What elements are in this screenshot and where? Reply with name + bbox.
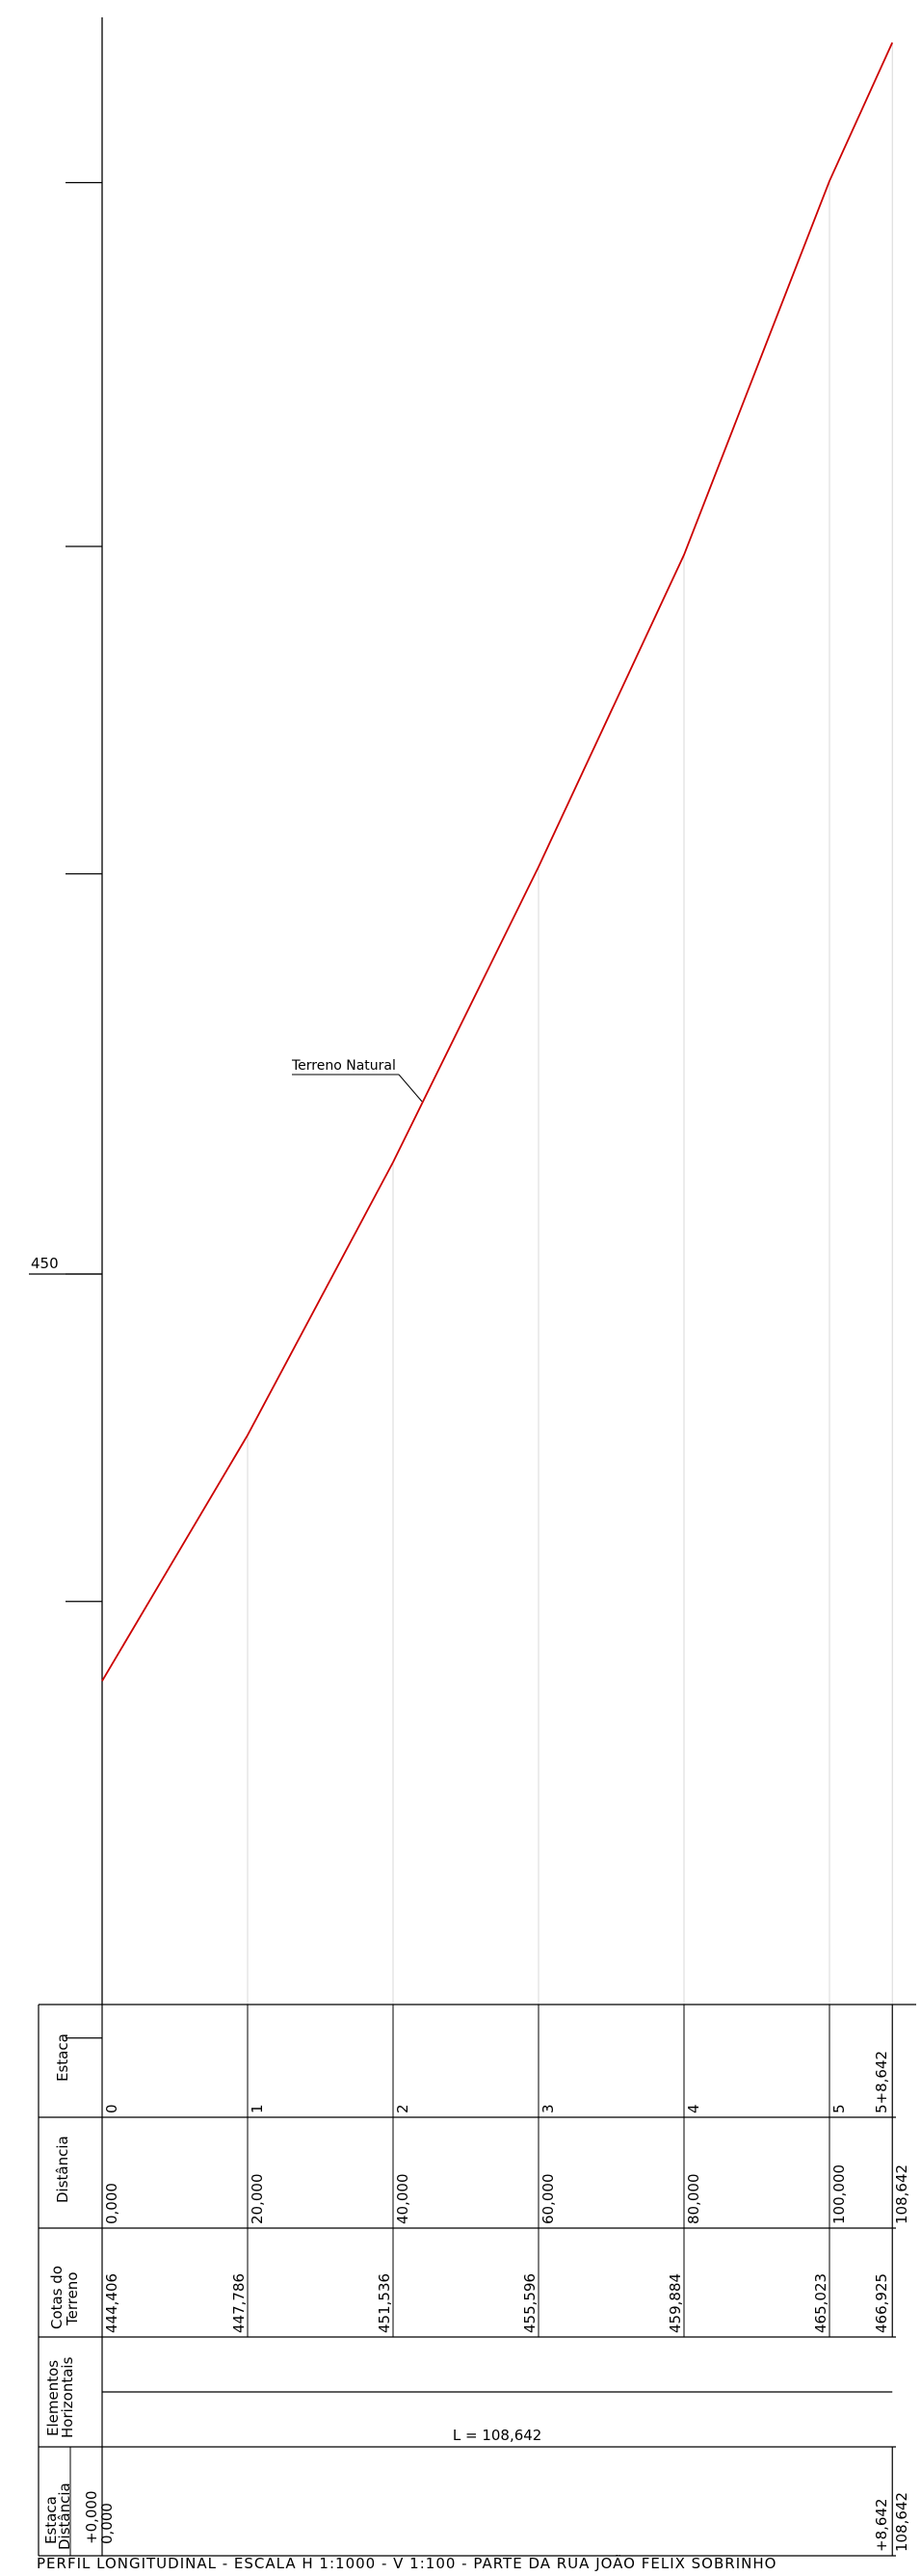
row-label-estaca: Estaca (54, 2033, 71, 2082)
bottom-start-estaca: +0,000 (83, 2490, 100, 2544)
station-estaca: 0 (103, 2104, 120, 2113)
station-estaca: 5 (830, 2104, 848, 2113)
station-estaca: 4 (685, 2104, 702, 2113)
row-label-bottom-estaca: Estaca (42, 2496, 60, 2544)
terrain-label-leader (398, 1074, 423, 1102)
drawing-title: PERFIL LONGITUDINAL - ESCALA H 1:1000 - … (37, 2555, 777, 2572)
bottom-start-distancia: 0,000 (98, 2503, 116, 2544)
station-cota: 466,925 (873, 2273, 890, 2333)
row-label-cotas: Terreno (64, 2272, 81, 2327)
station-cota: 444,406 (103, 2273, 120, 2333)
row-label-elementos: Elementos (44, 2360, 62, 2436)
station-estaca: 1 (249, 2104, 266, 2113)
station-estaca: 3 (539, 2104, 557, 2113)
station-distancia: 100,000 (830, 2164, 848, 2224)
row-label-distancia: Distância (54, 2136, 71, 2203)
terrain-profile: Terreno Natural (101, 41, 894, 1682)
station-cota: 451,536 (376, 2273, 393, 2333)
row-label-bottom-distancia: Distância (56, 2483, 73, 2550)
station-cota: 455,596 (521, 2273, 539, 2333)
bottom-end-estaca: +8,642 (873, 2498, 890, 2552)
station-distancia: 80,000 (685, 2174, 702, 2225)
station-distancia: 20,000 (249, 2174, 266, 2225)
station-distancia: 108,642 (893, 2164, 910, 2224)
row-label-elementos: Horizontais (59, 2356, 76, 2438)
station-gridlines (247, 42, 893, 2005)
station-cota: 447,786 (230, 2273, 248, 2333)
horizontal-length-label: L = 108,642 (453, 2427, 542, 2444)
bottom-end-distancia: 108,642 (893, 2492, 910, 2552)
terrain-line (101, 41, 894, 1682)
station-distancia: 0,000 (103, 2183, 120, 2224)
station-estaca: 2 (394, 2104, 411, 2113)
station-distancia: 60,000 (539, 2174, 557, 2225)
station-distancia: 40,000 (394, 2174, 411, 2225)
station-cota: 465,023 (812, 2273, 829, 2333)
elevation-axis: 450 (29, 17, 103, 2039)
terrain-label: Terreno Natural (291, 1058, 396, 1074)
elevation-axis-label: 450 (31, 1255, 59, 1272)
row-label-cotas: Cotas do (48, 2266, 66, 2329)
station-estaca: 5+8,642 (873, 2051, 890, 2113)
station-cota: 459,884 (667, 2273, 684, 2333)
